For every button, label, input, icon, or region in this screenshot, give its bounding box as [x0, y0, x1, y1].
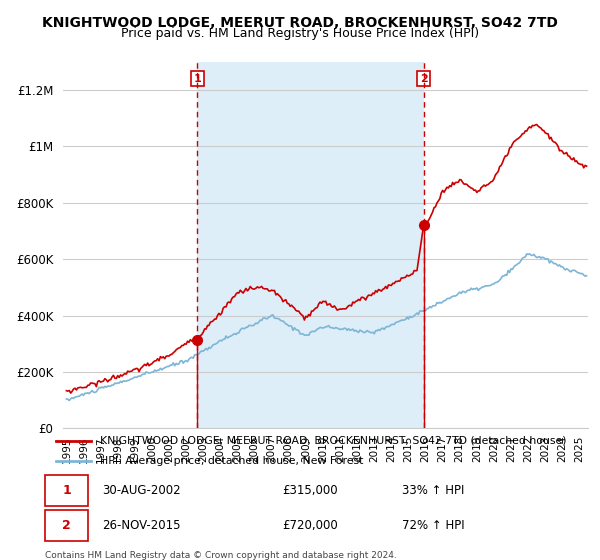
Text: 30-AUG-2002: 30-AUG-2002	[102, 484, 181, 497]
Text: 1: 1	[62, 484, 71, 497]
Text: 72% ↑ HPI: 72% ↑ HPI	[402, 519, 464, 532]
Text: Price paid vs. HM Land Registry's House Price Index (HPI): Price paid vs. HM Land Registry's House …	[121, 27, 479, 40]
Text: Contains HM Land Registry data © Crown copyright and database right 2024.
This d: Contains HM Land Registry data © Crown c…	[45, 551, 397, 560]
Text: £720,000: £720,000	[282, 519, 338, 532]
Text: 33% ↑ HPI: 33% ↑ HPI	[402, 484, 464, 497]
Text: KNIGHTWOOD LODGE, MEERUT ROAD, BROCKENHURST, SO42 7TD (detached house): KNIGHTWOOD LODGE, MEERUT ROAD, BROCKENHU…	[100, 436, 566, 446]
Text: 1: 1	[194, 73, 201, 83]
Text: 26-NOV-2015: 26-NOV-2015	[102, 519, 181, 532]
Text: £315,000: £315,000	[282, 484, 338, 497]
Text: KNIGHTWOOD LODGE, MEERUT ROAD, BROCKENHURST, SO42 7TD: KNIGHTWOOD LODGE, MEERUT ROAD, BROCKENHU…	[42, 16, 558, 30]
Bar	[197, 62, 424, 428]
Text: 2: 2	[420, 73, 428, 83]
Text: 2: 2	[62, 519, 71, 532]
Text: HPI: Average price, detached house, New Forest: HPI: Average price, detached house, New …	[100, 456, 363, 466]
